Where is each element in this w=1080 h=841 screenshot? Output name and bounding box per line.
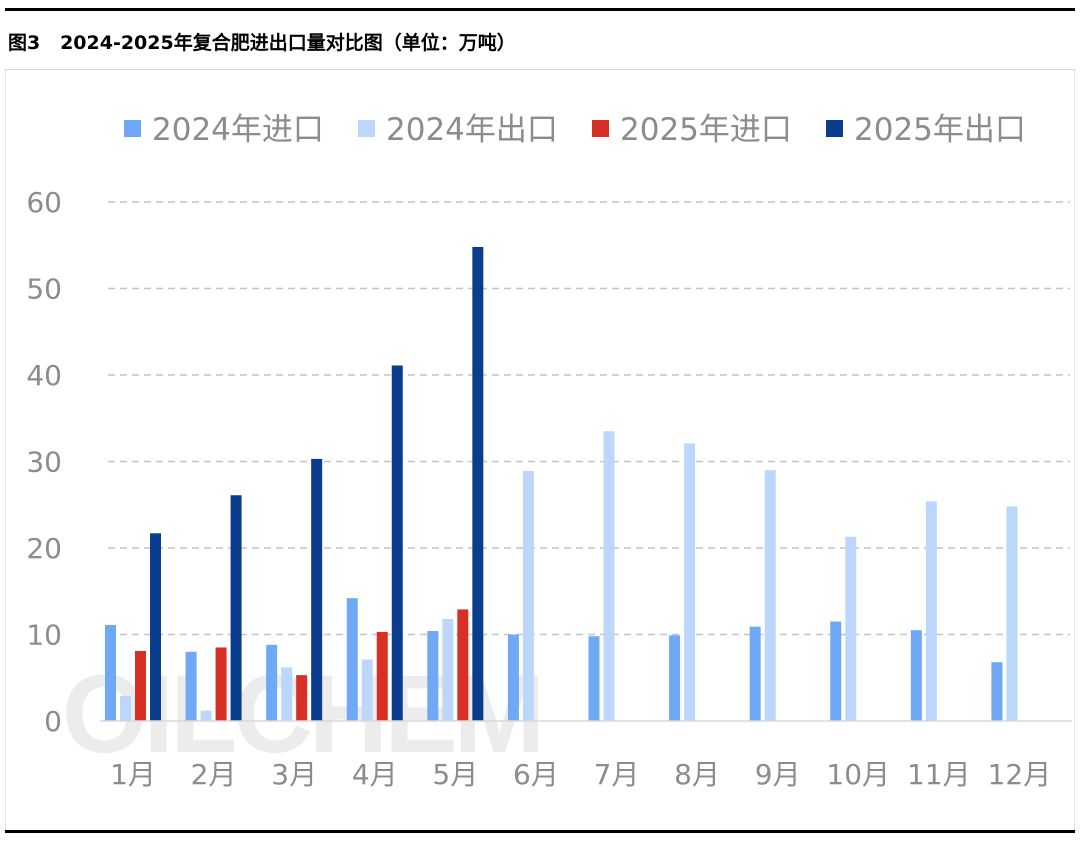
bar	[830, 621, 842, 721]
bar	[457, 609, 469, 721]
bar	[376, 631, 388, 721]
frame-right-border	[1074, 69, 1075, 830]
bar	[105, 624, 116, 721]
bar	[472, 246, 484, 722]
axes: 0 10 20 30 40 50 60 1月 2月 3月 4月 5月 6月 7月 8月 9月 10月 11月 12月	[26, 186, 1072, 791]
x-tick-label: 2月	[191, 758, 237, 791]
y-tick-label: 60	[26, 186, 62, 219]
bar	[296, 675, 308, 721]
legend: 2024年进口 2024年出口 2025年进口 2025年出口	[124, 112, 1026, 148]
legend-label: 2024年出口	[386, 112, 558, 148]
y-tick-label: 10	[26, 619, 62, 652]
legend-label: 2025年进口	[620, 112, 792, 148]
bar	[346, 598, 358, 721]
frame-left-border	[5, 69, 6, 830]
y-tick-label: 50	[26, 273, 62, 306]
bar	[684, 443, 696, 721]
legend-swatch	[358, 120, 375, 137]
bar	[925, 501, 937, 721]
legend-label: 2024年进口	[152, 112, 324, 148]
bar	[281, 667, 293, 721]
top-rule	[5, 8, 1075, 11]
legend-label: 2025年出口	[854, 112, 1026, 148]
bar	[230, 495, 242, 721]
bar	[588, 636, 600, 721]
x-tick-label: 11月	[907, 758, 971, 791]
x-tick-label: 1月	[110, 758, 156, 791]
bar	[910, 630, 922, 721]
title-separator	[5, 69, 1075, 70]
bar	[120, 695, 131, 721]
bar	[391, 365, 403, 721]
x-tick-label: 9月	[755, 758, 801, 791]
bar	[311, 458, 323, 721]
bar	[669, 635, 681, 721]
y-tick-label: 20	[26, 532, 62, 565]
bar	[150, 533, 161, 721]
bar	[442, 618, 454, 721]
bar	[427, 631, 439, 721]
x-tick-label: 12月	[988, 758, 1052, 791]
x-tick-label: 5月	[432, 758, 478, 791]
x-tick-label: 3月	[271, 758, 317, 791]
x-tick-label: 6月	[513, 758, 559, 791]
bar	[749, 626, 761, 721]
x-tick-label: 10月	[826, 758, 890, 791]
legend-swatch	[592, 120, 609, 137]
figure-title: 图3 2024-2025年复合肥进出口量对比图（单位：万吨）	[8, 32, 516, 54]
bar	[603, 431, 615, 721]
bar	[522, 471, 534, 721]
bar	[185, 651, 197, 721]
legend-swatch	[124, 120, 141, 137]
bar	[361, 659, 373, 721]
bar	[507, 634, 519, 721]
y-tick-label: 40	[26, 359, 62, 392]
bars	[105, 246, 1018, 722]
x-tick-label: 4月	[352, 758, 398, 791]
bar	[135, 650, 146, 721]
y-tick-label: 30	[26, 446, 62, 479]
bar	[200, 710, 212, 721]
grid-lines	[108, 201, 1070, 636]
bar	[266, 644, 278, 721]
x-tick-label: 8月	[674, 758, 720, 791]
y-tick-label: 0	[44, 705, 62, 738]
bar	[215, 647, 227, 721]
bar	[991, 662, 1003, 721]
bar	[1006, 506, 1018, 721]
legend-swatch	[826, 120, 843, 137]
bar	[845, 536, 857, 721]
bottom-rule	[5, 830, 1075, 833]
x-tick-label: 7月	[594, 758, 640, 791]
bar	[764, 470, 776, 721]
